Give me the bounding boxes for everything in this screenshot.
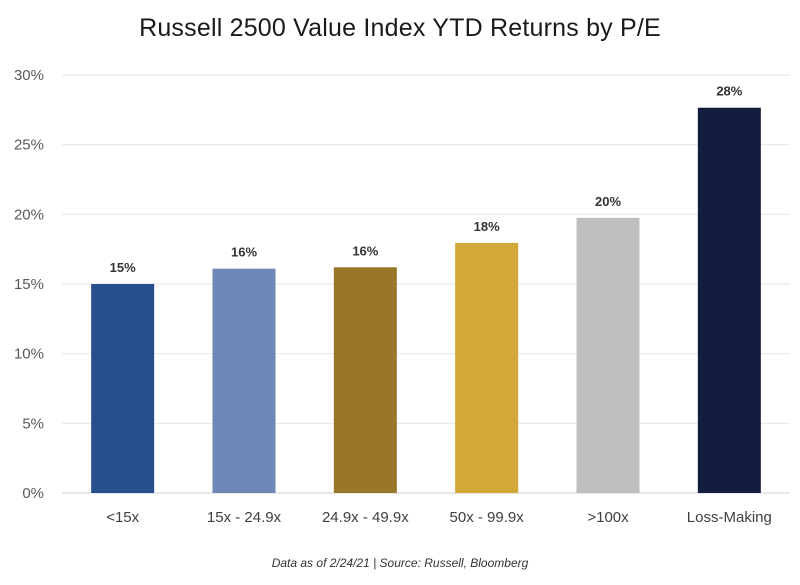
y-tick-label: 0% [22, 485, 44, 502]
chart-title: Russell 2500 Value Index YTD Returns by … [139, 14, 661, 42]
x-category-label: 24.9x - 49.9x [322, 509, 409, 526]
y-tick-label: 10% [14, 346, 44, 363]
bar [91, 284, 155, 493]
x-category-label: <15x [106, 509, 139, 526]
bar-value-label: 28% [716, 84, 742, 99]
y-tick-label: 30% [14, 67, 44, 84]
y-tick-label: 25% [14, 137, 44, 154]
x-category-label: 50x - 99.9x [450, 509, 525, 526]
x-category-label: Loss-Making [687, 509, 772, 526]
y-axis-ticks: 0% 5% 10% 15% 20% 25% 30% [14, 67, 44, 502]
data-labels: 15% 16% 16% 18% 20% 28% [110, 84, 743, 275]
bar-value-label: 16% [352, 243, 378, 258]
bar-value-label: 15% [110, 260, 136, 275]
bar [455, 242, 519, 493]
bar-value-label: 20% [595, 194, 621, 209]
bar-value-label: 18% [474, 219, 500, 234]
bar-chart: 0% 5% 10% 15% 20% 25% 30% 15% 16% 16% 18% 20% 28% <… [14, 67, 790, 526]
gridlines [62, 74, 790, 494]
y-tick-label: 20% [14, 206, 44, 223]
y-tick-label: 15% [14, 276, 44, 293]
source-footnote: Data as of 2/24/21 | Source: Russell, Bl… [271, 556, 529, 570]
x-category-label: 15x - 24.9x [207, 509, 282, 526]
bar-value-label: 16% [231, 245, 257, 260]
x-axis-categories: <15x 15x - 24.9x 24.9x - 49.9x 50x - 99.9x >… [106, 509, 772, 526]
bar [697, 107, 761, 493]
bar [333, 267, 397, 493]
bars [91, 107, 761, 494]
bar [212, 268, 276, 493]
bar [576, 217, 640, 494]
x-category-label: >100x [587, 509, 629, 526]
y-tick-label: 5% [22, 415, 44, 432]
